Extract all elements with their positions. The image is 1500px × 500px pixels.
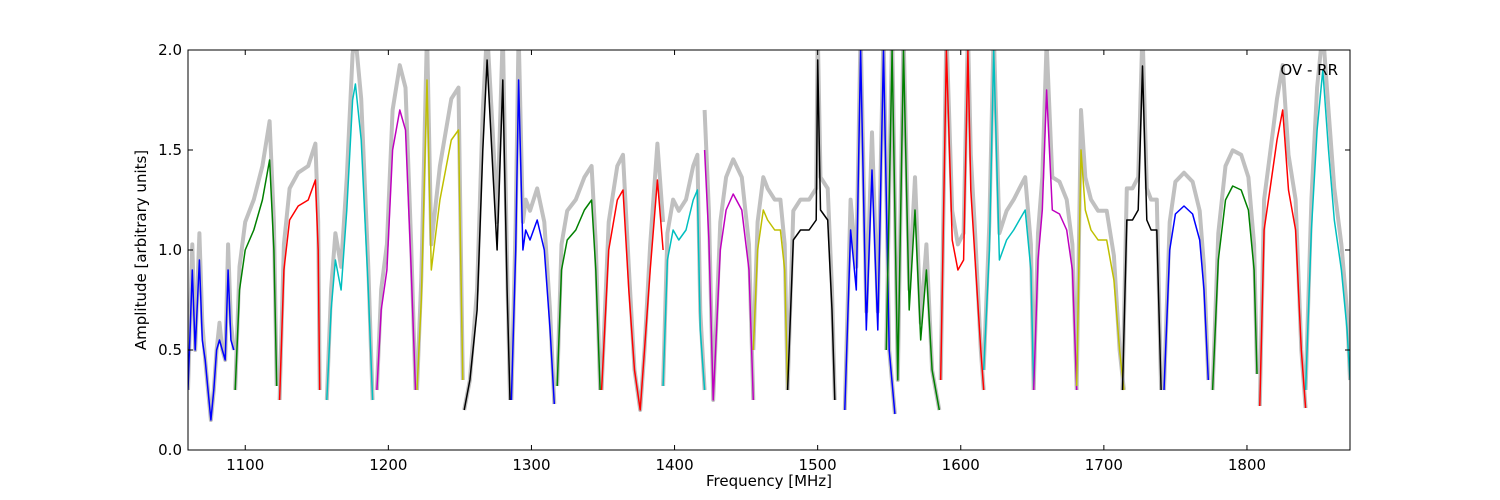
series-line-18 <box>982 50 1035 391</box>
background-series-line <box>981 50 1036 391</box>
series-line-7 <box>463 59 511 411</box>
x-tick-label: 1200 <box>369 456 407 474</box>
series-line-2 <box>234 159 278 391</box>
series-line-23 <box>1211 185 1258 391</box>
y-axis: 0.0 0.5 1.0 1.5 2.0 <box>158 41 1350 459</box>
series-line-5 <box>376 109 417 391</box>
x-tick-label: 1400 <box>655 456 693 474</box>
series-line-3 <box>278 179 321 401</box>
background-series-line <box>599 141 666 412</box>
x-axis: 1100 1200 1300 1400 1500 1600 1700 1800 <box>226 50 1266 474</box>
series-line-16 <box>885 50 941 411</box>
background-series-line <box>277 141 322 401</box>
background-series-line <box>1210 148 1259 391</box>
background-series-line <box>374 63 418 391</box>
chart-annotation: OV - RR <box>1280 61 1338 79</box>
series-line-22 <box>1163 205 1210 391</box>
background-series-line <box>324 50 375 401</box>
series-line-9 <box>556 199 601 391</box>
background-series-line <box>751 175 790 391</box>
series-line-21 <box>1121 65 1162 391</box>
y-tick-label: 2.0 <box>158 41 182 59</box>
series-line-24 <box>1259 109 1307 409</box>
x-tick-label: 1800 <box>1228 456 1266 474</box>
series-line-4 <box>326 83 374 401</box>
series-line-15 <box>844 50 896 415</box>
background-series-layer <box>188 50 1350 422</box>
series-line-11 <box>662 189 706 391</box>
series-line-6 <box>416 79 464 391</box>
background-series-line <box>1031 50 1079 391</box>
y-axis-title: Amplitude [arbitrary units] <box>132 150 150 350</box>
x-tick-label: 1100 <box>226 456 264 474</box>
series-line-12 <box>703 149 755 401</box>
y-tick-label: 1.0 <box>158 241 182 259</box>
x-tick-label: 1500 <box>799 456 837 474</box>
series-line-1 <box>188 259 235 421</box>
x-axis-title: Frequency [MHz] <box>706 472 832 490</box>
x-tick-label: 1600 <box>942 456 980 474</box>
series-layer <box>188 50 1350 421</box>
x-tick-label: 1700 <box>1085 456 1123 474</box>
background-series-line <box>555 164 603 391</box>
background-series-line <box>1162 170 1211 391</box>
series-line-20 <box>1075 149 1125 391</box>
x-tick-label: 1300 <box>512 456 550 474</box>
y-tick-label: 1.5 <box>158 141 182 159</box>
series-line-13 <box>752 209 789 391</box>
y-tick-label: 0.5 <box>158 341 182 359</box>
background-series-line <box>1120 50 1164 391</box>
background-series-line <box>233 119 279 391</box>
background-series-line <box>785 50 837 401</box>
series-line-8 <box>510 79 556 405</box>
series-line-14 <box>786 59 836 401</box>
y-tick-label: 0.0 <box>158 441 182 459</box>
background-series-line <box>1074 108 1126 391</box>
background-series-line <box>1303 50 1350 391</box>
series-line-19 <box>1032 89 1078 391</box>
series-line-17 <box>939 50 985 391</box>
series-line-10 <box>600 179 664 411</box>
series-line-25 <box>1304 69 1350 391</box>
